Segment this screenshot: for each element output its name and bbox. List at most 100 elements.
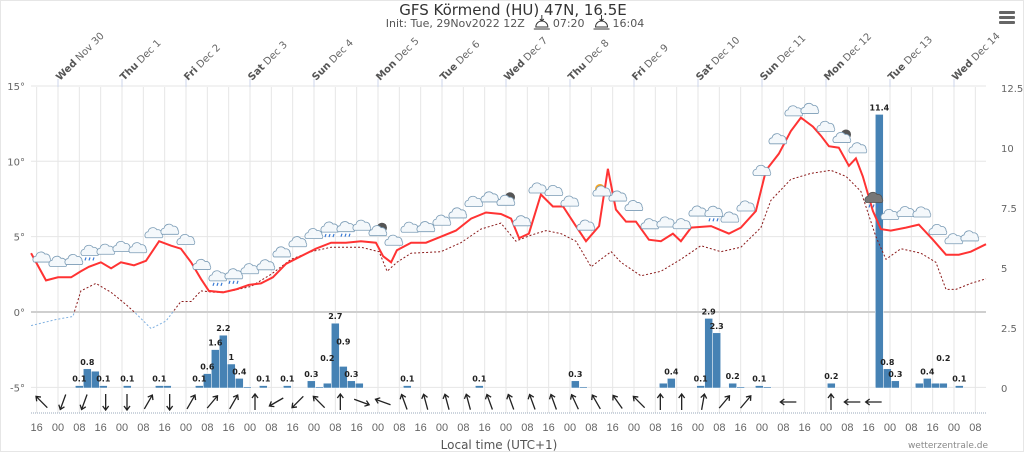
cloud-shape — [496, 194, 516, 206]
wind-arrow-icon — [268, 397, 284, 408]
wind-arrow-icon — [166, 394, 174, 412]
cloud-shape — [240, 263, 260, 275]
day-label: FriDec 2 — [182, 42, 223, 83]
cloud-shape — [800, 102, 820, 114]
x-tick-label: 08 — [585, 422, 597, 434]
cloud-shape — [464, 195, 484, 207]
x-tick-label: 00 — [756, 422, 768, 434]
day-date: Dec 8 — [583, 38, 611, 66]
hamburger-menu-button[interactable] — [999, 11, 1015, 26]
x-tick-label: 16 — [799, 422, 811, 434]
precip-bar-label: 0.3 — [304, 370, 318, 379]
x-tick-label: 00 — [180, 422, 192, 434]
cloud-weather-icon — [528, 182, 548, 194]
moon-weather-icon — [832, 129, 852, 143]
wind-arrow-shape — [123, 394, 131, 412]
x-tick-label: 00 — [948, 422, 960, 434]
precip-bar-label: 0.3 — [568, 370, 582, 379]
left-axis-tick: -5° — [10, 383, 25, 394]
cloud-weather-icon — [304, 228, 324, 240]
precip-bar — [155, 385, 164, 389]
cloud-weather-icon — [768, 133, 788, 145]
sunrise-time: 07:20 — [553, 17, 585, 30]
precip-bar-label: 0.8 — [80, 358, 95, 367]
precip-bar — [307, 380, 316, 389]
credit-text: wetterzentrale.de — [908, 441, 989, 451]
rain-weather-icon — [704, 205, 724, 222]
wind-arrow-icon — [463, 393, 472, 410]
precip-bar-label: 0.1 — [952, 375, 967, 384]
wind-arrow-icon — [569, 393, 579, 410]
chart-title: GFS Körmend (HU) 47N, 16.5E — [399, 1, 627, 19]
precip-bar — [99, 385, 108, 389]
cloud-shape — [912, 206, 932, 218]
wind-arrow-shape — [632, 395, 646, 409]
x-tick-label: 00 — [500, 422, 512, 434]
rain-weather-icon — [80, 244, 100, 261]
cloud-shape — [384, 234, 404, 246]
precip-bar — [91, 370, 100, 389]
rain-drop — [872, 204, 875, 208]
day-of-week: Mon — [374, 58, 399, 83]
cloud-shape — [272, 246, 292, 258]
wind-arrow-shape — [656, 392, 664, 410]
right-axis-tick: 0 — [1001, 384, 1007, 395]
day-date: Dec 4 — [328, 38, 356, 66]
cloud-shape — [64, 254, 84, 265]
cloud-weather-icon — [784, 105, 804, 117]
cloud-weather-icon — [32, 251, 52, 263]
cloud-weather-icon — [928, 224, 948, 235]
precip-bar — [659, 382, 668, 389]
wind-arrow-icon — [827, 392, 835, 410]
cloud-weather-icon — [240, 263, 260, 275]
x-tick-label: 00 — [436, 422, 448, 434]
sunset-time: 16:04 — [613, 17, 645, 30]
day-of-week: Tue — [438, 61, 460, 83]
cloud-shape — [128, 242, 148, 254]
precip-bar — [763, 386, 772, 389]
cloud-weather-icon — [448, 207, 468, 219]
cloud-weather-icon — [816, 120, 836, 132]
rain-drop — [716, 218, 719, 222]
wind-arrow-shape — [229, 394, 239, 410]
precip-bar-label: 2.2 — [216, 324, 230, 333]
cloud-shape — [48, 255, 68, 267]
day-date: Dec 14 — [970, 31, 1003, 64]
precip-bar-label: 0.1 — [120, 375, 135, 384]
x-tick-label: 08 — [521, 422, 533, 434]
cloud-weather-icon — [144, 227, 164, 239]
wind-arrow-icon — [527, 393, 536, 410]
x-tick-label: 16 — [159, 422, 171, 434]
cloud-shape — [32, 251, 52, 263]
wind-arrow-icon — [612, 394, 623, 409]
precip-bar — [219, 334, 228, 389]
precip-bar-label: 0.1 — [72, 375, 87, 384]
wind-arrow-icon — [656, 392, 664, 410]
cloud-shape — [480, 191, 500, 203]
cloud-weather-icon — [128, 242, 148, 254]
precip-bar — [931, 382, 940, 389]
precip-bar — [123, 385, 132, 389]
wind-arrow-shape — [442, 393, 450, 410]
x-tick-label: 08 — [329, 422, 341, 434]
cloud-weather-icon — [352, 219, 372, 231]
x-tick-label: 00 — [52, 422, 64, 434]
x-tick-label: 00 — [116, 422, 128, 434]
wind-arrow-shape — [312, 395, 326, 409]
wind-arrow-shape — [779, 398, 797, 406]
rain-drop — [232, 280, 235, 285]
wind-arrow-icon — [229, 394, 239, 410]
day-label: SatDec 10 — [694, 35, 742, 83]
cloud-weather-icon — [800, 102, 820, 114]
right-axis-tick: 7.5 — [1001, 204, 1017, 215]
rain-drop — [228, 280, 231, 285]
cloud-weather-icon — [880, 208, 900, 220]
cloud-shape — [960, 230, 980, 242]
cloud-weather-icon — [544, 185, 564, 196]
x-tick-label: 16 — [735, 422, 747, 434]
precip-bar — [243, 386, 252, 389]
rain-drop — [340, 233, 343, 237]
precip-bar — [915, 382, 924, 389]
x-tick-label: 00 — [372, 422, 384, 434]
